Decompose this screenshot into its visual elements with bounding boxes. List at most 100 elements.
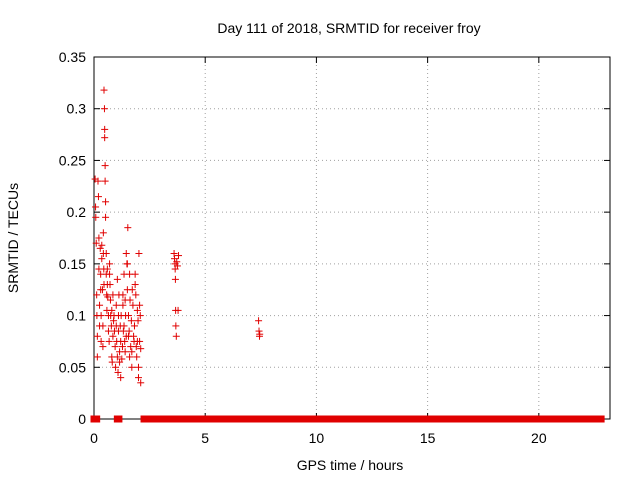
axis-ticks: 0 0.05 0.1 0.15 0.2 0.25 0.3 0.35 0 5 10 15 20 <box>59 49 610 446</box>
zero-value-points <box>113 415 123 423</box>
data-point <box>118 343 126 351</box>
data-point <box>93 332 101 340</box>
data-point <box>93 291 101 299</box>
zero-value-points <box>90 415 101 423</box>
data-point <box>97 337 105 345</box>
data-point <box>126 353 134 361</box>
data-point <box>132 291 140 299</box>
data-point <box>121 337 129 345</box>
data-point <box>104 327 112 335</box>
data-point <box>255 317 263 325</box>
data-point <box>113 353 121 361</box>
data-point <box>173 262 181 270</box>
data-point <box>124 312 132 320</box>
data-point <box>99 343 107 351</box>
data-point <box>102 198 110 206</box>
data-point <box>125 327 133 335</box>
y-tick-label: 0.1 <box>67 308 87 324</box>
data-point <box>136 301 144 309</box>
data-point <box>94 193 102 201</box>
data-point <box>109 332 117 340</box>
zero-value-points <box>242 415 263 423</box>
data-point <box>108 358 116 366</box>
data-point <box>109 291 117 299</box>
y-tick-label: 0.25 <box>59 152 86 168</box>
data-point <box>135 250 143 258</box>
data-point <box>94 177 102 185</box>
data-point <box>97 312 105 320</box>
data-point <box>106 270 114 278</box>
data-point <box>92 239 100 247</box>
data-point <box>128 348 136 356</box>
data-point <box>120 322 128 330</box>
data-point <box>121 348 129 356</box>
data-point <box>256 330 264 338</box>
data-point <box>101 134 109 142</box>
data-point <box>99 229 107 237</box>
grid-lines <box>94 57 610 419</box>
data-point <box>102 250 110 258</box>
y-tick-label: 0.3 <box>67 101 87 117</box>
data-point <box>172 332 180 340</box>
data-point <box>100 86 108 94</box>
data-point <box>134 363 142 371</box>
data-point <box>98 286 106 294</box>
data-point <box>173 258 181 266</box>
y-tick-label: 0.15 <box>59 256 86 272</box>
x-tick-label: 0 <box>90 430 98 446</box>
data-point <box>101 125 109 133</box>
y-tick-label: 0.2 <box>67 204 87 220</box>
data-point <box>126 296 134 304</box>
data-point <box>114 368 122 376</box>
x-tick-label: 15 <box>420 430 436 446</box>
data-point <box>112 301 120 309</box>
data-point <box>131 270 139 278</box>
data-point <box>134 374 142 382</box>
y-tick-label: 0.05 <box>59 359 86 375</box>
data-point <box>106 281 114 289</box>
data-point <box>101 162 109 170</box>
data-points <box>90 86 605 423</box>
data-point <box>124 224 132 232</box>
data-point <box>93 353 101 361</box>
data-point <box>136 337 144 345</box>
data-point <box>175 252 183 260</box>
zero-value-points <box>475 415 605 423</box>
data-point <box>106 260 114 268</box>
data-point <box>136 312 144 320</box>
data-point <box>172 322 180 330</box>
x-tick-label: 20 <box>531 430 547 446</box>
zero-value-points <box>140 415 247 423</box>
data-point <box>118 355 126 363</box>
data-point <box>117 374 125 382</box>
data-point <box>102 213 110 221</box>
data-point <box>103 265 111 273</box>
data-point <box>105 337 113 345</box>
data-point <box>113 275 121 283</box>
data-point <box>112 363 120 371</box>
data-point <box>98 255 106 263</box>
x-tick-label: 10 <box>309 430 325 446</box>
data-point <box>133 306 141 314</box>
data-point <box>108 306 116 314</box>
data-point <box>129 301 137 309</box>
data-point <box>101 177 109 185</box>
data-point <box>131 281 139 289</box>
data-point <box>137 345 145 353</box>
data-point <box>123 260 131 268</box>
data-point <box>130 322 138 330</box>
data-point <box>95 234 103 242</box>
data-point <box>92 213 100 221</box>
data-point <box>127 317 135 325</box>
plot-frame <box>93 56 611 420</box>
y-axis-label: SRMTID / TECUs <box>5 183 21 293</box>
data-point <box>119 291 127 299</box>
data-point <box>98 241 106 249</box>
data-point <box>96 244 104 252</box>
zero-value-points <box>257 415 474 423</box>
x-tick-label: 5 <box>201 430 209 446</box>
data-point <box>171 275 179 283</box>
data-point <box>111 343 119 351</box>
chart-title: Day 111 of 2018, SRMTID for receiver fro… <box>217 20 480 36</box>
